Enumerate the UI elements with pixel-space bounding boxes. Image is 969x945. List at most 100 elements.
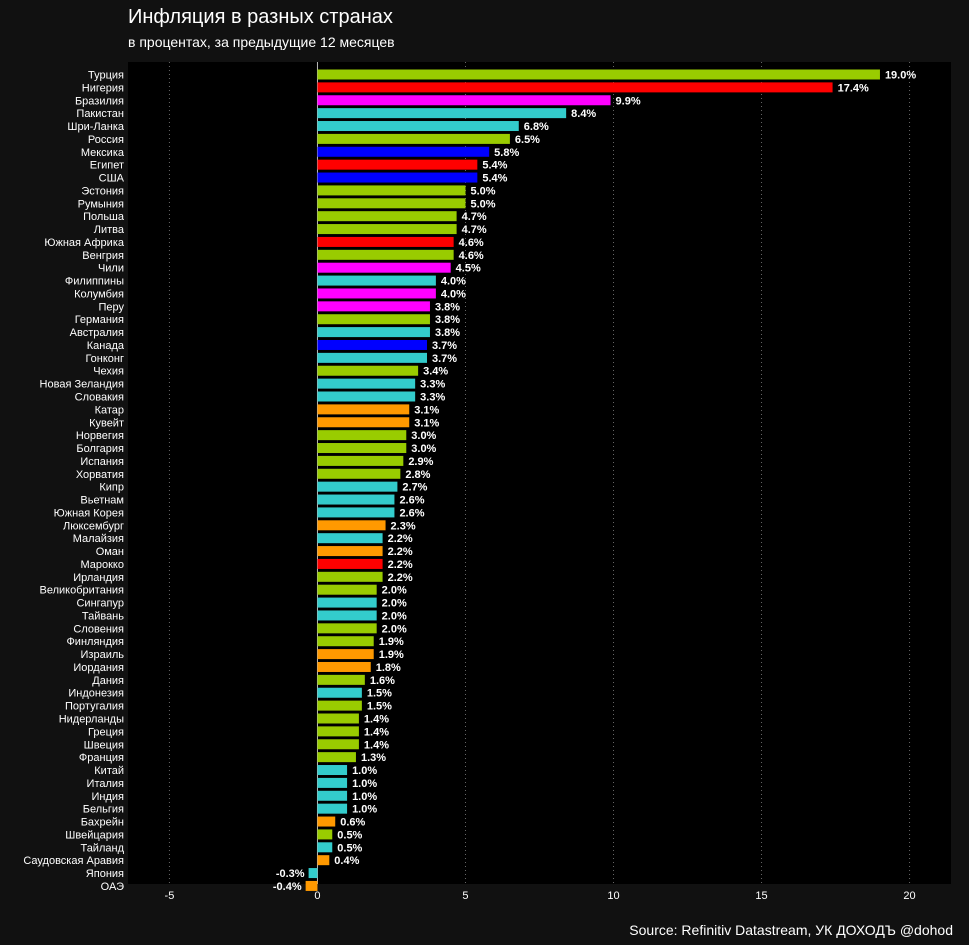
value-label: 2.7% [402,482,427,494]
bar [317,649,374,660]
bar [317,404,410,415]
category-label: Дания [92,675,124,687]
value-label: 1.4% [364,714,389,726]
category-label: Индия [91,791,124,803]
category-label: Канада [87,340,125,352]
value-label: 2.2% [388,533,413,545]
bar [317,224,457,235]
category-label: Португалия [65,701,124,713]
category-label: Венгрия [82,250,124,262]
x-tick-label: -5 [165,890,175,902]
category-label: Ирландия [73,572,124,584]
bar [317,816,336,827]
value-label: 0.5% [337,842,362,854]
bar [317,301,430,312]
value-label: 3.8% [435,327,460,339]
value-label: 1.9% [379,636,404,648]
value-label: 4.7% [462,211,487,223]
value-label: 4.0% [441,288,466,300]
category-label: Мексика [81,147,125,159]
bar [317,468,401,479]
category-label: Италия [87,778,125,790]
category-label: Греция [88,726,124,738]
category-label: Швеция [84,739,124,751]
category-label: Нигерия [82,82,124,94]
value-label: 2.0% [382,610,407,622]
category-label: Тайланд [80,842,124,854]
value-label: 2.6% [399,507,424,519]
value-label: 2.2% [388,572,413,584]
category-label: Марокко [80,559,124,571]
bar [317,752,356,763]
category-label: Болгария [76,443,124,455]
value-label: 2.3% [391,520,416,532]
bar [317,327,430,338]
chart-title: Инфляция в разных странах [128,6,393,28]
bar [317,623,377,634]
category-label: Бахрейн [81,817,124,829]
value-label: 2.2% [388,559,413,571]
bar [317,69,880,80]
x-tick-label: 20 [903,890,915,902]
category-label: Вьетнам [80,495,124,507]
category-label: Великобритания [40,585,125,597]
bar [317,378,416,389]
bar [317,507,395,518]
bar [317,211,457,222]
category-label: Китай [94,765,124,777]
x-tick-labels: -5 0 5 10 15 20 [165,890,916,902]
value-label: 2.9% [408,456,433,468]
bar [317,533,383,544]
category-label: Гонконг [85,353,124,365]
bar [317,687,362,698]
value-label: 4.0% [441,276,466,288]
bar [317,391,416,402]
category-label: Перу [98,301,124,313]
category-label: Румыния [78,198,124,210]
value-label: 5.4% [482,173,507,185]
value-label: 0.6% [340,817,365,829]
category-label: Кипр [99,482,124,494]
value-label: 2.6% [399,495,424,507]
category-label: Кувейт [89,417,124,429]
bar [317,520,386,531]
bar [317,726,359,737]
value-label: 1.5% [367,688,392,700]
bar [317,249,454,260]
category-label: Испания [80,456,124,468]
category-label: Тайвань [82,610,124,622]
bar [317,365,419,376]
value-label: 19.0% [885,70,916,82]
x-tick-label: 5 [462,890,468,902]
bar [317,661,371,672]
bar [317,430,407,441]
value-label: 0.4% [334,855,359,867]
category-labels: ТурцияНигерияБразилияПакистанШри-ЛанкаРо… [23,70,125,893]
value-label: 1.4% [364,726,389,738]
category-label: Малайзия [73,533,124,545]
category-label: Новая Зеландия [40,379,124,391]
bar [317,352,428,363]
category-label: Египет [90,160,124,172]
value-label: 3.7% [432,340,457,352]
category-label: Хорватия [76,469,124,481]
value-label: 2.8% [405,469,430,481]
bar [317,790,348,801]
category-label: Южная Африка [44,237,125,249]
bar [317,842,333,853]
value-label: 4.6% [459,237,484,249]
value-label: 17.4% [838,82,869,94]
value-label: 3.1% [414,417,439,429]
bar [317,765,348,776]
bar [317,172,478,183]
category-label: Люксембург [63,520,124,532]
value-label: 5.8% [494,147,519,159]
bar [317,855,330,866]
value-label: 4.7% [462,224,487,236]
value-label: -0.4% [273,881,302,893]
value-label: 1.3% [361,752,386,764]
value-label: 8.4% [571,108,596,120]
x-tick-label: 10 [607,890,619,902]
x-tick-label: 0 [314,890,320,902]
value-label: 2.0% [382,585,407,597]
